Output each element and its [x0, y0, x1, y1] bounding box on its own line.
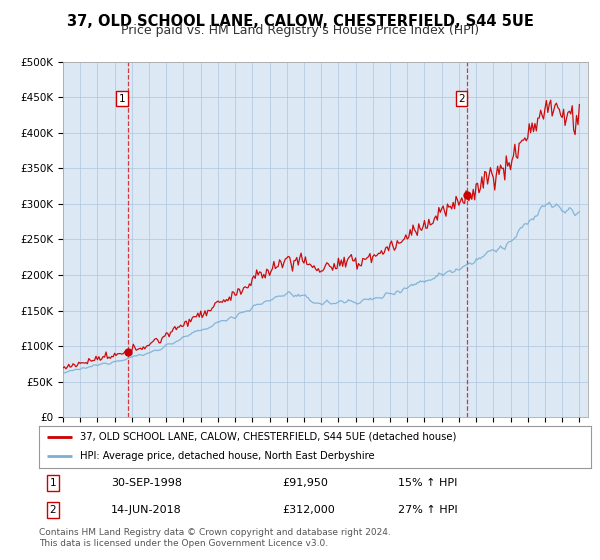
Text: 1: 1 [119, 94, 125, 104]
Text: 27% ↑ HPI: 27% ↑ HPI [398, 505, 457, 515]
Text: 14-JUN-2018: 14-JUN-2018 [111, 505, 182, 515]
Text: 30-SEP-1998: 30-SEP-1998 [111, 478, 182, 488]
Text: £312,000: £312,000 [282, 505, 335, 515]
Text: 37, OLD SCHOOL LANE, CALOW, CHESTERFIELD, S44 5UE: 37, OLD SCHOOL LANE, CALOW, CHESTERFIELD… [67, 14, 533, 29]
Text: 2: 2 [458, 94, 465, 104]
Text: Contains HM Land Registry data © Crown copyright and database right 2024.
This d: Contains HM Land Registry data © Crown c… [39, 528, 391, 548]
Text: £91,950: £91,950 [282, 478, 328, 488]
Text: HPI: Average price, detached house, North East Derbyshire: HPI: Average price, detached house, Nort… [80, 451, 375, 461]
Text: Price paid vs. HM Land Registry's House Price Index (HPI): Price paid vs. HM Land Registry's House … [121, 24, 479, 37]
Text: 1: 1 [49, 478, 56, 488]
Text: 37, OLD SCHOOL LANE, CALOW, CHESTERFIELD, S44 5UE (detached house): 37, OLD SCHOOL LANE, CALOW, CHESTERFIELD… [80, 432, 457, 442]
Text: 15% ↑ HPI: 15% ↑ HPI [398, 478, 457, 488]
Text: 2: 2 [49, 505, 56, 515]
